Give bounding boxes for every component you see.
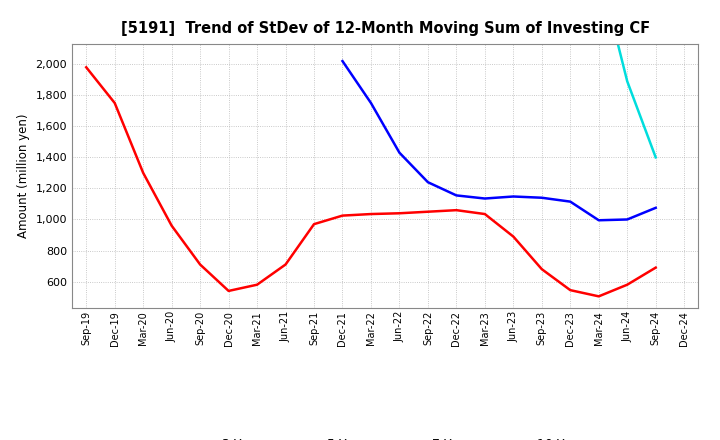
Y-axis label: Amount (million yen): Amount (million yen) [17, 114, 30, 238]
Legend: 3 Years, 5 Years, 7 Years, 10 Years: 3 Years, 5 Years, 7 Years, 10 Years [176, 433, 595, 440]
Title: [5191]  Trend of StDev of 12-Month Moving Sum of Investing CF: [5191] Trend of StDev of 12-Month Moving… [121, 21, 649, 36]
